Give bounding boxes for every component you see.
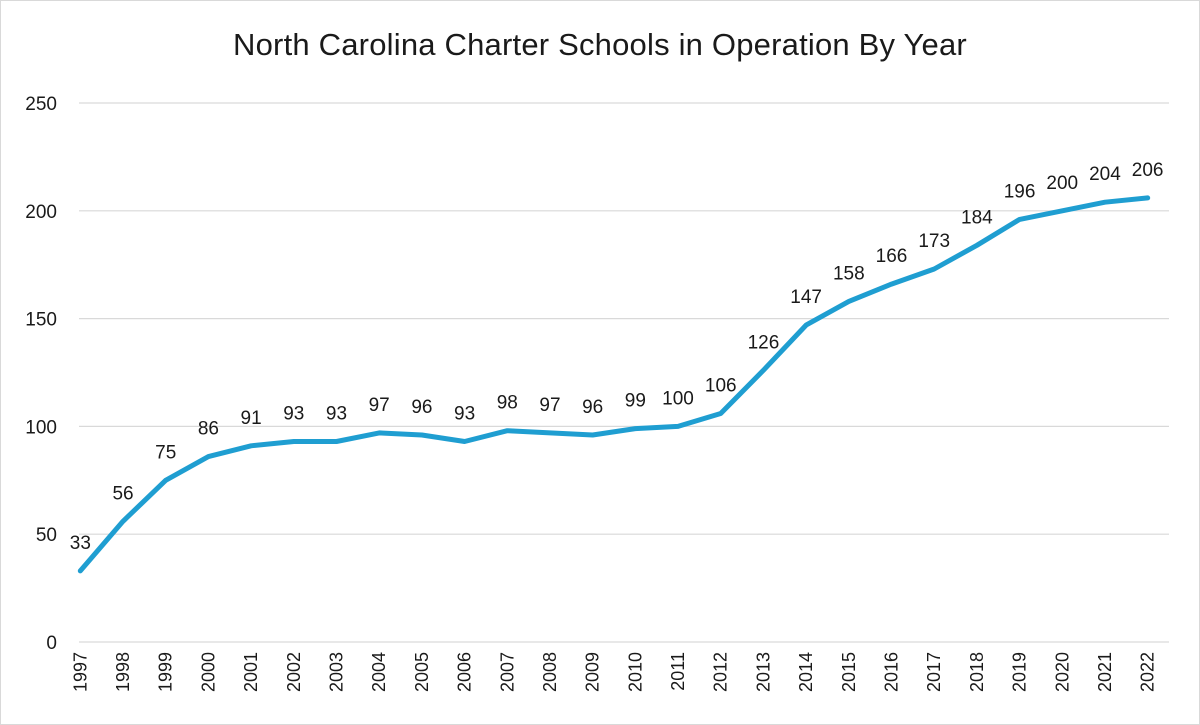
data-label: 100	[662, 388, 694, 409]
data-label: 86	[198, 419, 219, 440]
x-tick-label: 2007	[497, 652, 517, 692]
series-layer	[77, 195, 1151, 574]
x-tick-label: 2010	[625, 652, 645, 692]
data-label: 75	[155, 442, 176, 463]
data-label: 98	[497, 393, 518, 414]
x-axis: 1997 1998 1999 2000 2001 2002 2003 2004 2005 2006…	[70, 652, 1157, 692]
x-tick-label: 2003	[327, 652, 347, 692]
data-label: 33	[70, 533, 91, 554]
gridlines	[79, 102, 1169, 643]
series-line	[77, 195, 1151, 574]
data-label: 200	[1046, 173, 1078, 194]
y-axis: 0 50 100 150 200 250	[25, 94, 57, 654]
data-label: 147	[790, 287, 822, 308]
data-label: 184	[961, 207, 993, 228]
data-labels: 33 56 75 86 91 93 93 97 96 93 98 97 96 99 100 106 126 147…	[70, 160, 1164, 554]
data-label: 93	[283, 403, 304, 424]
y-tick-label: 0	[46, 633, 57, 654]
x-tick-label: 2019	[1010, 652, 1030, 692]
x-tick-label: 2000	[198, 652, 218, 692]
data-label: 91	[241, 408, 262, 429]
data-label: 96	[411, 397, 432, 418]
data-label: 93	[454, 403, 475, 424]
x-tick-label: 2020	[1052, 652, 1072, 692]
data-label: 158	[833, 263, 865, 284]
data-label: 166	[876, 246, 908, 267]
data-label: 97	[369, 395, 390, 416]
data-label: 106	[705, 375, 737, 396]
data-label: 93	[326, 403, 347, 424]
x-tick-label: 2013	[753, 652, 773, 692]
data-label: 56	[112, 483, 133, 504]
data-label: 204	[1089, 164, 1121, 185]
x-tick-label: 2005	[412, 652, 432, 692]
data-label: 96	[582, 397, 603, 418]
chart-title: North Carolina Charter Schools in Operat…	[233, 27, 967, 62]
x-tick-label: 2016	[882, 652, 902, 692]
x-tick-label: 2018	[967, 652, 987, 692]
data-label: 126	[748, 332, 780, 353]
x-tick-label: 2014	[796, 652, 816, 692]
x-tick-label: 1998	[113, 652, 133, 692]
x-tick-label: 2006	[455, 652, 475, 692]
data-label: 206	[1132, 160, 1164, 181]
x-tick-label: 2012	[711, 652, 731, 692]
x-tick-label: 2009	[583, 652, 603, 692]
x-tick-label: 2017	[924, 652, 944, 692]
data-label: 99	[625, 391, 646, 412]
x-tick-label: 2004	[369, 652, 389, 692]
x-tick-label: 2022	[1138, 652, 1158, 692]
x-tick-label: 2011	[668, 652, 688, 691]
y-tick-label: 50	[36, 525, 57, 546]
y-tick-label: 250	[25, 94, 57, 115]
x-tick-label: 2015	[839, 652, 859, 692]
data-label: 97	[539, 395, 560, 416]
x-tick-label: 2001	[241, 652, 261, 692]
x-tick-label: 1997	[70, 652, 90, 692]
data-label: 196	[1004, 181, 1036, 202]
x-tick-label: 2008	[540, 652, 560, 692]
y-tick-label: 100	[25, 417, 57, 438]
x-tick-label: 2002	[284, 652, 304, 692]
data-label: 173	[918, 231, 950, 252]
x-tick-label: 2021	[1095, 652, 1115, 692]
y-tick-label: 150	[25, 310, 57, 331]
x-tick-label: 1999	[156, 652, 176, 692]
y-tick-label: 200	[25, 202, 57, 223]
